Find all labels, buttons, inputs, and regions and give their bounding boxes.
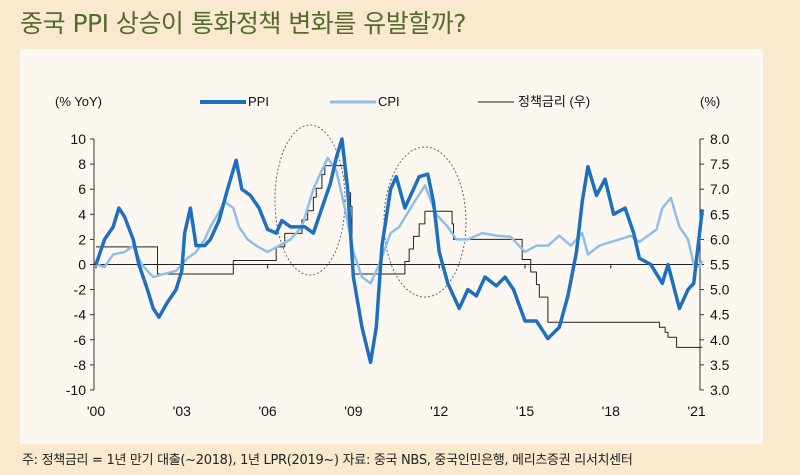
- y-tick-label: -6: [74, 332, 87, 348]
- y2-tick-label: 5.0: [710, 282, 730, 298]
- y2-tick-label: 3.0: [710, 382, 730, 398]
- y-tick-label: 8: [78, 156, 86, 172]
- source-note: 주: 정책금리 = 1년 만기 대출(~2018), 1년 LPR(2019~)…: [22, 453, 633, 468]
- x-tick-label: '00: [87, 403, 105, 419]
- y-tick-label: 4: [78, 206, 86, 222]
- y-tick-label: -2: [74, 282, 87, 298]
- y-tick-label: 2: [78, 231, 86, 247]
- x-tick-label: '12: [430, 403, 448, 419]
- x-tick-label: '18: [602, 403, 620, 419]
- y2-tick-label: 5.5: [710, 257, 730, 273]
- x-tick-label: '03: [173, 403, 191, 419]
- y2-tick-label: 7.5: [710, 156, 730, 172]
- y2-tick-label: 6.5: [710, 206, 730, 222]
- y-tick-label: -10: [66, 382, 86, 398]
- y2-tick-label: 3.5: [710, 357, 730, 373]
- x-tick-label: '21: [687, 403, 705, 419]
- y-tick-label: -8: [74, 357, 87, 373]
- x-tick-label: '06: [258, 403, 276, 419]
- page-title: 중국 PPI 상승이 통화정책 변화를 유발할까?: [20, 9, 467, 38]
- y-tick-label: 10: [70, 131, 86, 147]
- y2-tick-label: 8.0: [710, 131, 730, 147]
- series-line-cpi: [95, 156, 704, 285]
- legend-cpi-label: CPI: [378, 94, 400, 109]
- y2-tick-label: 4.0: [710, 332, 730, 348]
- y2-tick-label: 4.5: [710, 307, 730, 323]
- y-tick-label: -4: [74, 307, 87, 323]
- y-axis-label: (% YoY): [55, 94, 102, 109]
- y2-tick-label: 6.0: [710, 231, 730, 247]
- y2-tick-label: 7.0: [710, 181, 730, 197]
- y2-axis-label: (%): [700, 94, 720, 109]
- y-tick-label: 6: [78, 181, 86, 197]
- y-tick-label: 0: [78, 257, 86, 273]
- x-tick-label: '15: [516, 403, 534, 419]
- highlight-ellipse-2008: [274, 124, 346, 276]
- series-line-ppi: [94, 137, 705, 365]
- x-tick-label: '09: [344, 403, 362, 419]
- legend-ppi-label: PPI: [248, 94, 269, 109]
- legend-rate-label: 정책금리 (우): [518, 94, 590, 109]
